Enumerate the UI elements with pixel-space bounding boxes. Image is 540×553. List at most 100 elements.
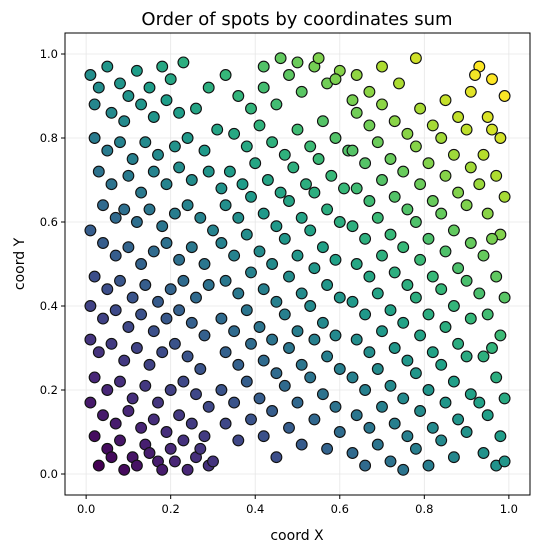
data-point: [190, 291, 202, 304]
data-point: [350, 333, 363, 346]
data-point: [359, 232, 372, 245]
data-point: [329, 329, 342, 342]
data-point: [164, 283, 177, 296]
data-point: [240, 304, 253, 317]
data-point: [409, 216, 422, 228]
data-point: [97, 237, 109, 249]
data-point: [84, 300, 97, 312]
data-point: [168, 455, 181, 468]
data-point: [270, 367, 283, 380]
data-point: [177, 274, 190, 287]
data-point: [469, 69, 481, 81]
data-point: [384, 455, 397, 468]
data-point: [257, 354, 270, 367]
data-point: [439, 94, 452, 107]
data-point: [240, 228, 253, 241]
data-point: [190, 388, 202, 401]
data-point: [253, 392, 266, 405]
data-point: [245, 190, 257, 203]
data-point: [426, 270, 439, 283]
data-point: [291, 123, 304, 136]
data-point: [490, 169, 503, 182]
data-point: [329, 73, 342, 86]
data-point: [274, 52, 287, 65]
data-point: [401, 354, 414, 367]
data-point: [393, 77, 405, 90]
data-point: [422, 308, 435, 321]
data-point: [371, 363, 384, 375]
data-point: [325, 169, 338, 182]
data-point: [88, 132, 101, 144]
data-point: [156, 220, 169, 233]
data-point: [401, 203, 414, 216]
data-point: [308, 262, 321, 275]
data-point: [477, 148, 490, 161]
x-tick-label: 1.0: [500, 502, 518, 516]
x-axis-label: coord X: [270, 528, 324, 544]
data-point: [143, 358, 156, 371]
data-point: [122, 241, 135, 254]
data-point: [435, 358, 448, 371]
data-point: [198, 430, 211, 443]
data-point: [295, 358, 308, 371]
data-point: [194, 211, 207, 224]
data-point: [295, 287, 308, 300]
data-point: [477, 249, 490, 262]
data-point: [473, 178, 486, 191]
data-point: [105, 337, 118, 350]
data-point: [486, 342, 498, 354]
data-point: [498, 190, 511, 203]
data-point: [333, 216, 346, 228]
data-point: [84, 396, 97, 409]
data-point: [215, 312, 228, 325]
data-point: [460, 199, 473, 212]
data-point: [88, 371, 101, 384]
data-point: [494, 132, 507, 144]
data-point: [363, 346, 376, 359]
data-point: [435, 283, 448, 296]
data-point: [122, 90, 135, 102]
data-point: [147, 245, 160, 258]
data-point: [452, 337, 465, 350]
data-point: [160, 312, 173, 325]
data-point: [409, 442, 422, 455]
data-point: [215, 237, 228, 249]
data-point: [291, 325, 304, 338]
data-point: [198, 258, 211, 270]
data-point: [198, 144, 211, 157]
data-point: [312, 153, 325, 165]
data-point: [278, 308, 291, 321]
x-tick-label: 0.0: [77, 502, 95, 516]
data-point: [304, 300, 317, 312]
data-point: [333, 363, 346, 375]
data-point: [215, 182, 228, 195]
data-point: [270, 295, 283, 308]
data-point: [422, 384, 435, 396]
data-point: [114, 77, 126, 90]
data-point: [422, 459, 435, 472]
data-point: [283, 69, 295, 81]
data-point: [173, 161, 186, 174]
data-point: [177, 56, 190, 69]
data-point: [160, 94, 173, 107]
data-point: [207, 455, 219, 468]
data-point: [126, 392, 139, 405]
data-point: [401, 279, 414, 291]
data-point: [198, 329, 211, 342]
data-point: [114, 136, 126, 149]
data-point: [350, 69, 363, 81]
data-point: [329, 132, 342, 144]
data-point: [245, 413, 257, 426]
data-point: [194, 363, 207, 375]
data-point: [257, 430, 270, 443]
data-point: [232, 211, 245, 224]
data-point: [447, 224, 460, 237]
data-point: [304, 224, 317, 237]
data-point: [84, 224, 97, 237]
data-point: [384, 153, 397, 165]
data-point: [88, 430, 101, 443]
data-point: [363, 119, 376, 132]
data-point: [388, 417, 401, 430]
data-point: [97, 409, 109, 422]
data-point: [92, 459, 105, 472]
